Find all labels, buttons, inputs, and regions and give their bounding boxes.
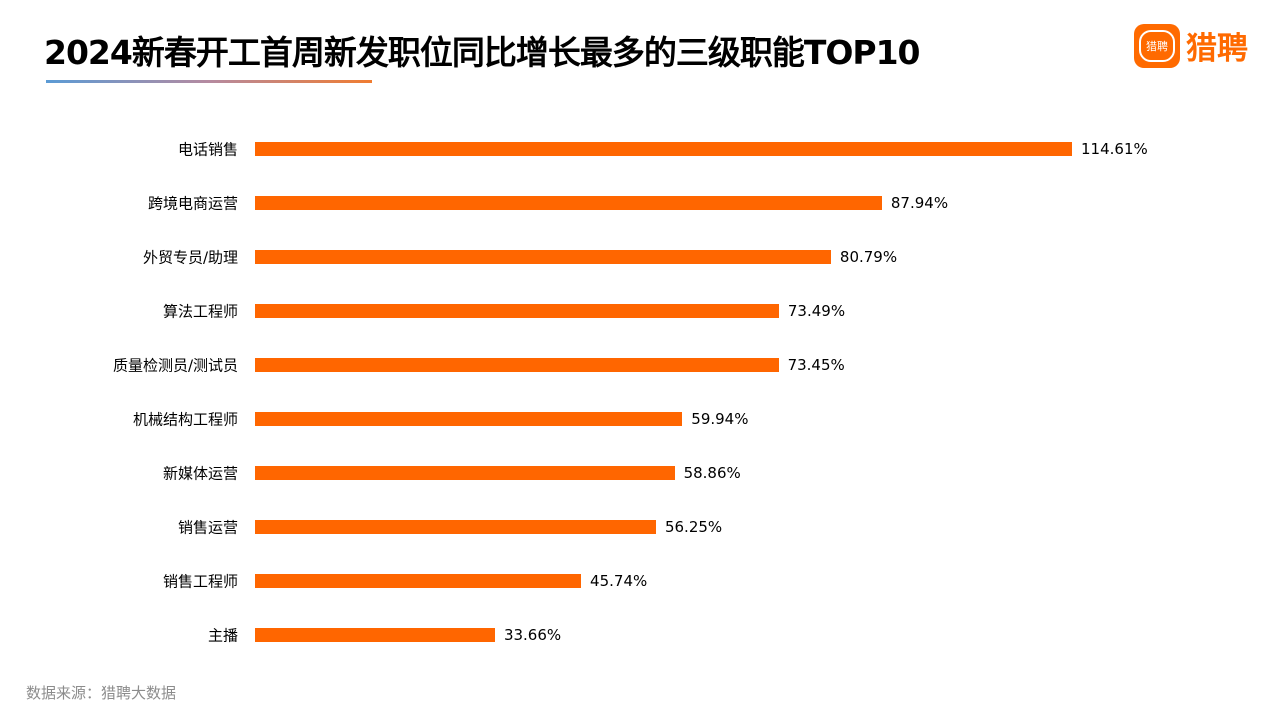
bar: [255, 250, 831, 264]
bar: [255, 466, 675, 480]
bar: [255, 358, 779, 372]
category-label: 外贸专员/助理: [142, 248, 238, 267]
category-label: 算法工程师: [162, 302, 238, 321]
data-label: 59.94%: [691, 410, 749, 428]
bar: [255, 142, 1072, 156]
category-label: 销售运营: [177, 518, 238, 537]
bar: [255, 520, 656, 534]
logo-bubble: 猎聘: [1139, 29, 1175, 62]
category-label: 电话销售: [177, 140, 238, 159]
title-underline: [46, 80, 372, 83]
bar: [255, 304, 779, 318]
category-label: 主播: [207, 626, 238, 645]
data-label: 33.66%: [503, 626, 562, 644]
chart-title: 2024新春开工首周新发职位同比增长最多的三级职能TOP10: [44, 33, 921, 72]
data-label: 80.79%: [839, 248, 898, 266]
data-label: 56.25%: [664, 518, 723, 536]
category-label: 销售工程师: [162, 572, 238, 591]
data-label: 114.61%: [1081, 140, 1148, 158]
category-label: 新媒体运营: [162, 464, 238, 483]
data-label: 45.74%: [590, 572, 648, 590]
logo-badge-icon: 猎聘: [1134, 23, 1180, 68]
bar: [255, 574, 582, 588]
bar: [255, 412, 683, 426]
data-label: 58.86%: [683, 464, 741, 482]
data-label: 73.45%: [787, 356, 845, 374]
bar: [255, 196, 882, 210]
category-label: 质量检测员/测试员: [112, 356, 238, 375]
category-label: 跨境电商运营: [147, 194, 238, 213]
data-source: 数据来源：猎聘大数据: [26, 684, 177, 702]
bar: [255, 628, 495, 642]
data-label: 87.94%: [890, 194, 949, 212]
liepin-logo: 猎聘 猎聘: [1134, 23, 1248, 68]
data-label: 73.49%: [787, 302, 846, 320]
logo-text: 猎聘: [1186, 31, 1248, 67]
category-label: 机械结构工程师: [132, 410, 238, 429]
